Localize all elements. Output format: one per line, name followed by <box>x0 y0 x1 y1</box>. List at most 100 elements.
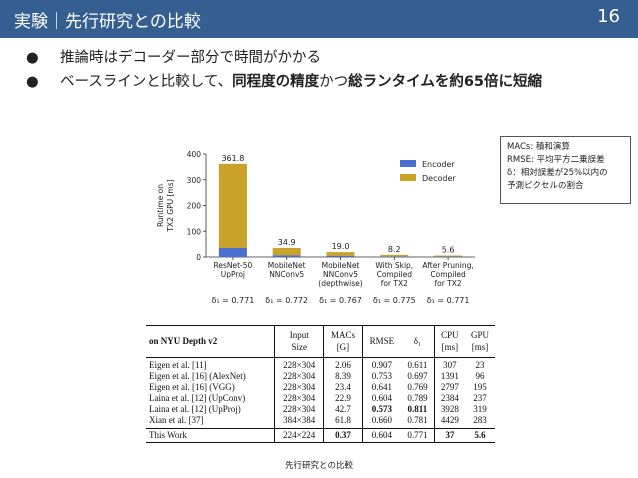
bullet-list: ● 推論時はデコーダー部分で時間がかかる ● ベースラインと比較して、同程度の精度かつ… <box>12 46 612 94</box>
cell-gpu: 237 <box>473 393 487 403</box>
cell-rmse: 0.753 <box>361 371 401 382</box>
cell-delta: 0.697 <box>407 371 428 381</box>
cell-rmse: 0.604 <box>361 393 401 404</box>
y-tick-label: 0 <box>196 253 201 262</box>
this-work-row: This Work 224×224 0.37 0.604 0.771 37 5.… <box>146 428 495 443</box>
cell-delta: 0.789 <box>407 393 428 403</box>
legend-swatch <box>400 160 416 167</box>
y-tick-label: 100 <box>187 227 202 236</box>
cell-input: 228×304 <box>274 393 324 404</box>
bar-decoder <box>272 248 301 256</box>
header-input: Input Size <box>274 325 324 358</box>
cell-rmse: 0.604 <box>361 428 401 443</box>
x-tick-label: Compiled <box>377 270 413 279</box>
cell-input: 228×304 <box>274 382 324 393</box>
note-line: MACs: 積和演算 <box>507 142 570 152</box>
legend-label: Encoder <box>422 160 455 169</box>
bar-encoder <box>326 255 355 257</box>
cell-rmse: 0.660 <box>361 415 401 429</box>
cell-gpu: 5.6 <box>464 428 495 443</box>
cell-cpu: 37 <box>433 428 465 443</box>
comparison-table-container: on NYU Depth v2 Input Size MACs [G] RMSE δ… <box>146 325 495 450</box>
bar-total-label: 34.9 <box>278 238 296 247</box>
comparison-table: on NYU Depth v2 Input Size MACs [G] RMSE δ… <box>146 325 495 443</box>
definitions-note: MACs: 積和演算 RMSE: 平均平方二乗誤差 δ：相対誤差が25%以内の … <box>500 136 631 204</box>
y-tick-label: 200 <box>187 202 202 211</box>
table-row: Eigen et al. [11] 228×304 2.06 0.907 0.611 30… <box>146 357 495 371</box>
cell-macs: 42.7 <box>323 404 363 415</box>
header-cpu: CPU [ms] <box>433 325 465 358</box>
slide-title: 実験｜先行研究との比較 <box>14 12 201 32</box>
bar-encoder <box>380 256 409 257</box>
bar-total-label: 8.2 <box>388 245 401 254</box>
cell-gpu: 96 <box>475 371 485 381</box>
cell-cpu: 4429 <box>433 415 465 429</box>
bar-decoder <box>326 252 355 256</box>
cell-input: 224×224 <box>274 428 324 443</box>
title-bar: 実験｜先行研究との比較 16 <box>0 0 638 38</box>
cell-delta: 0.769 <box>407 382 428 392</box>
note-line: RMSE: 平均平方二乗誤差 <box>507 155 605 165</box>
cell-gpu: 195 <box>473 382 487 392</box>
y-axis-label: TX2 GPU [ms] <box>166 179 175 232</box>
cell-macs: 23.4 <box>323 382 363 393</box>
x-tick-label: Compiled <box>430 270 466 279</box>
bullet-item: ● 推論時はデコーダー部分で時間がかかる <box>12 46 612 70</box>
bullet-item: ● ベースラインと比較して、同程度の精度かつ総ランタイムを約65倍に短縮 <box>12 70 612 94</box>
delta-label: δ₁ = 0.772 <box>265 296 308 305</box>
cell-cpu: 2384 <box>433 393 465 404</box>
cell-macs: 22.9 <box>323 393 363 404</box>
x-tick-label: NNConv5 <box>269 270 304 279</box>
cell-gpu: 319 <box>473 404 487 414</box>
cell-name: Eigen et al. [16] (VGG) <box>149 382 235 392</box>
header-rmse: RMSE <box>361 325 401 358</box>
cell-gpu: 23 <box>464 357 495 371</box>
page-number: 16 <box>597 6 620 27</box>
cell-cpu: 2797 <box>433 382 465 393</box>
runtime-chart: 0 100 200 300 400 Runtime on TX2 GPU [ms] 361.8… <box>150 144 495 310</box>
cell-macs: 61.8 <box>323 415 363 429</box>
cell-rmse: 0.573 <box>361 404 401 415</box>
cell-name: Xian et al. [37] <box>149 415 204 425</box>
table-row: Eigen et al. [16] (AlexNet) 228×304 8.39 0.… <box>146 371 495 382</box>
delta-label: δ₁ = 0.767 <box>319 296 362 305</box>
bullet-dot-icon: ● <box>26 74 39 90</box>
x-tick-label: MobileNet <box>268 261 306 270</box>
cell-delta: 0.811 <box>407 404 428 414</box>
bar-total-label: 361.8 <box>221 154 244 163</box>
cell-rmse: 0.907 <box>361 357 401 371</box>
bullet-text: 推論時はデコーダー部分で時間がかかる <box>60 50 321 66</box>
cell-name: Eigen et al. [16] (AlexNet) <box>149 371 246 381</box>
bar-decoder <box>218 163 247 248</box>
bar-encoder <box>218 247 247 257</box>
bullet-text: かつ <box>319 74 349 90</box>
delta-label: δ₁ = 0.771 <box>212 296 255 305</box>
x-tick-label: NNConv5 <box>323 270 358 279</box>
cell-macs: 2.06 <box>323 357 363 371</box>
cell-macs: 0.37 <box>323 428 363 443</box>
legend-swatch <box>400 174 416 181</box>
delta-label: δ₁ = 0.775 <box>373 296 416 305</box>
x-tick-label: for TX2 <box>381 279 408 288</box>
cell-delta: 0.611 <box>401 357 435 371</box>
x-tick-label: ResNet-50 <box>213 261 252 270</box>
cell-delta: 0.771 <box>401 428 435 443</box>
cell-name: Laina et al. [12] (UpConv) <box>149 393 246 403</box>
bar-total-label: 19.0 <box>332 242 350 251</box>
bar-decoder <box>434 255 463 257</box>
cell-input: 384×384 <box>274 415 324 429</box>
x-tick-label: (depthwise) <box>318 279 362 288</box>
x-tick-label: After Pruning, <box>422 261 473 270</box>
bullet-text: ベースラインと比較して、 <box>60 74 233 90</box>
x-tick-label: With Skip, <box>375 261 413 270</box>
cell-input: 228×304 <box>274 404 324 415</box>
cell-rmse: 0.641 <box>361 382 401 393</box>
note-line: δ：相対誤差が25%以内の <box>507 168 608 178</box>
table-header-row: on NYU Depth v2 Input Size MACs [G] RMSE δ… <box>146 325 495 358</box>
bullet-emphasis: 同程度の精度 <box>232 74 320 90</box>
table-row: Laina et al. [12] (UpConv) 228×304 22.9 0.6… <box>146 393 495 404</box>
header-dataset: on NYU Depth v2 <box>146 325 275 358</box>
header-macs: MACs [G] <box>323 325 363 358</box>
cell-name: Laina et al. [12] (UpProj) <box>149 404 241 414</box>
cell-input: 228×304 <box>274 357 324 371</box>
